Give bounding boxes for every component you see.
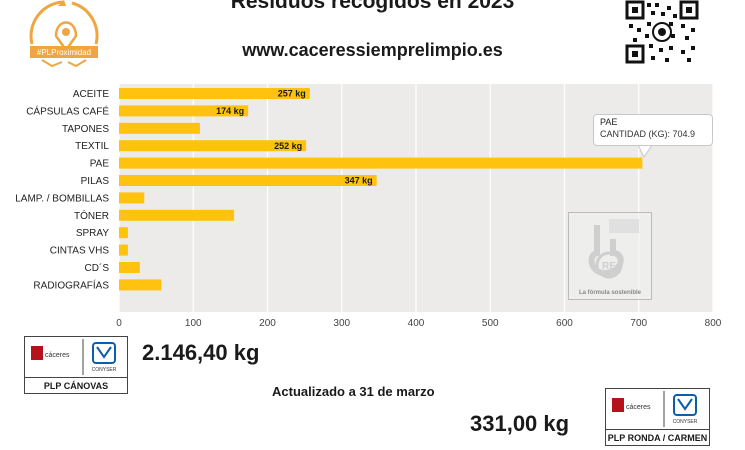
conyser-logo-icon bbox=[92, 342, 116, 364]
data-label: 174 kg bbox=[216, 106, 244, 116]
category-label: RADIOGRAFÍAS bbox=[33, 278, 109, 291]
tooltip: PAE CANTIDAD (KG): 704.9 bbox=[593, 114, 713, 146]
data-label: 257 kg bbox=[278, 89, 306, 99]
data-label: 252 kg bbox=[274, 141, 302, 151]
tooltip-value: 704.9 bbox=[672, 129, 696, 139]
bar[interactable] bbox=[119, 244, 128, 256]
caceres-brand-text: cáceres bbox=[626, 404, 651, 411]
caceres-brand-text: cáceres bbox=[45, 352, 70, 359]
bar[interactable] bbox=[119, 279, 162, 291]
category-label: ACEITE bbox=[73, 89, 109, 100]
x-tick-label: 400 bbox=[408, 318, 425, 329]
x-tick-label: 600 bbox=[556, 318, 573, 329]
x-tick-label: 700 bbox=[630, 318, 647, 329]
x-tick-label: 0 bbox=[116, 318, 122, 329]
category-label: TÓNER bbox=[74, 209, 109, 222]
plp-canovas-badge: cáceres CONYSER PLP CÁNOVAS bbox=[24, 336, 128, 394]
logo-hashtag: #PLProximidad bbox=[37, 48, 91, 57]
caceres-shield-icon bbox=[31, 346, 43, 360]
bar[interactable] bbox=[119, 192, 145, 204]
caceres-shield-icon bbox=[612, 398, 624, 412]
x-tick-label: 200 bbox=[259, 318, 276, 329]
category-label: CÁPSULAS CAFÉ bbox=[26, 104, 109, 117]
x-tick-label: 500 bbox=[482, 318, 499, 329]
category-label: PILAS bbox=[81, 176, 110, 187]
website-link[interactable]: www.caceressiemprelimpio.es bbox=[242, 40, 503, 60]
category-label: CD´S bbox=[85, 262, 110, 274]
category-label: TEXTIL bbox=[75, 141, 109, 152]
badge-caption: PLP RONDA / CARMEN bbox=[607, 433, 708, 443]
bar[interactable] bbox=[119, 122, 200, 134]
category-label: SPRAY bbox=[76, 228, 109, 239]
bar[interactable] bbox=[119, 157, 643, 169]
bar[interactable] bbox=[119, 209, 235, 221]
plp-ronda-carmen-badge: cáceres CONYSER PLP RONDA / CARMEN bbox=[605, 388, 710, 446]
tooltip-title: PAE bbox=[600, 117, 618, 127]
data-label: 347 kg bbox=[345, 176, 373, 186]
tooltip-pointer bbox=[637, 144, 653, 158]
conyser-brand-text: CONYSER bbox=[673, 419, 698, 425]
category-label: CINTAS VHS bbox=[50, 246, 110, 257]
plp-logo: #PLProximidad bbox=[29, 0, 99, 68]
watermark-logo-text: RE bbox=[602, 261, 616, 272]
category-label: TAPONES bbox=[62, 124, 109, 135]
qr-code[interactable] bbox=[625, 0, 699, 64]
bar[interactable] bbox=[119, 227, 128, 239]
tooltip-label: CANTIDAD (KG): bbox=[600, 129, 671, 139]
conyser-brand-text: CONYSER bbox=[92, 367, 117, 373]
x-tick-label: 800 bbox=[705, 318, 722, 329]
updated-note: Actualizado a 31 de marzo bbox=[272, 384, 435, 399]
total-canovas: 2.146,40 kg bbox=[142, 340, 260, 365]
recicla-logo-icon: RE bbox=[588, 219, 639, 279]
conyser-logo-icon bbox=[673, 394, 697, 416]
x-tick-label: 300 bbox=[333, 318, 350, 329]
x-tick-label: 100 bbox=[185, 318, 202, 329]
bar[interactable] bbox=[119, 262, 140, 273]
page-title: Residuos recogidos en 2023 bbox=[230, 0, 515, 13]
bar[interactable] bbox=[119, 88, 310, 99]
badge-caption: PLP CÁNOVAS bbox=[43, 381, 109, 391]
category-label: PAE bbox=[90, 159, 110, 170]
bar[interactable] bbox=[119, 140, 307, 152]
bar[interactable] bbox=[119, 175, 377, 186]
total-ronda-carmen: 331,00 kg bbox=[470, 411, 570, 436]
recicla-watermark: RE La fórmula sostenible bbox=[568, 212, 652, 300]
bar[interactable] bbox=[119, 105, 249, 117]
watermark-caption: La fórmula sostenible bbox=[578, 290, 641, 296]
category-label: LAMP. / BOMBILLAS bbox=[15, 193, 109, 204]
